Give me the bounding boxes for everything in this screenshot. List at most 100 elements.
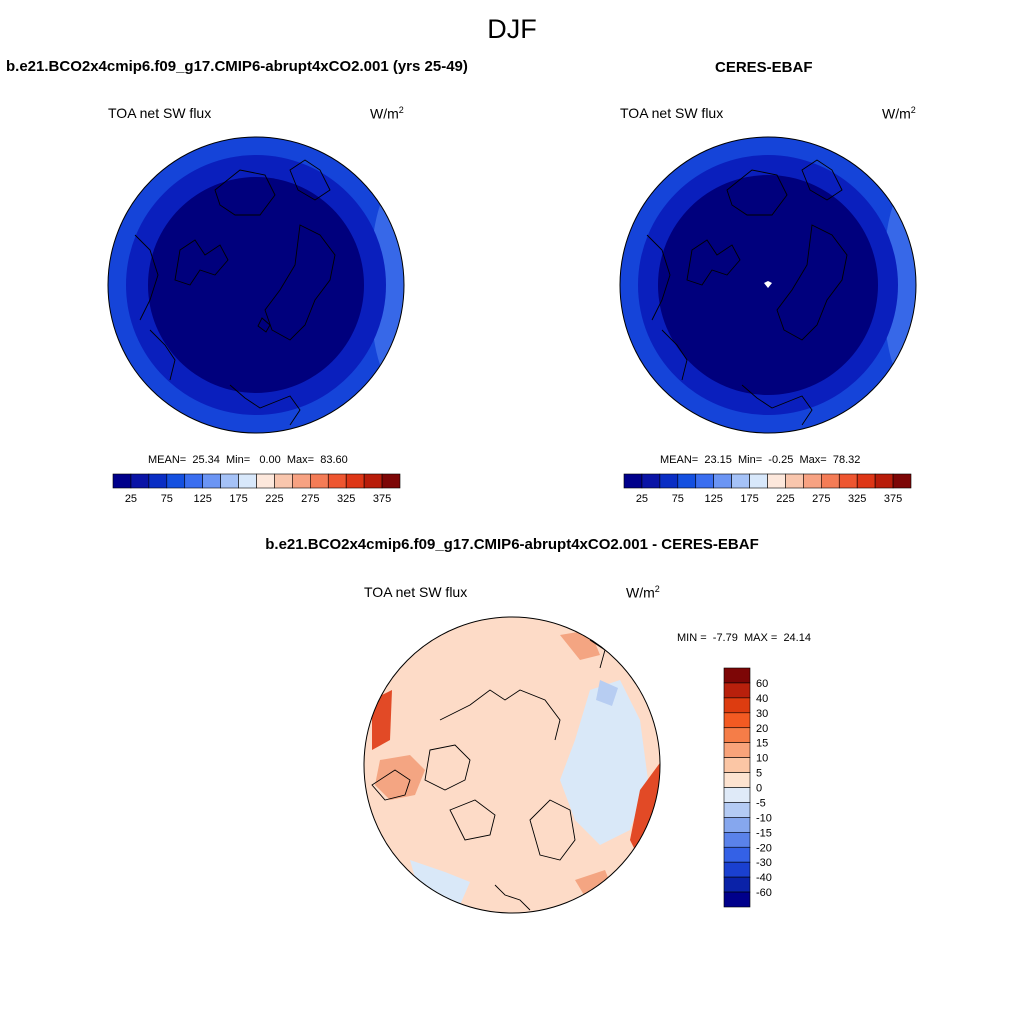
diff-colorbar-label: -60 xyxy=(756,887,772,899)
model-min-label: Min= xyxy=(226,454,251,466)
obs-colorbar-box xyxy=(838,473,858,489)
obs-min-value: -0.25 xyxy=(768,454,794,466)
model-mean-label: MEAN= xyxy=(148,454,187,466)
diff-colorbar-label: 30 xyxy=(756,708,768,720)
obs-colorbar-box xyxy=(803,473,822,489)
diff-base-field xyxy=(364,617,660,913)
obs-stats: MEAN= 23.15 Min= -0.25 Max= 78.32 xyxy=(660,454,860,466)
model-colorbar-label: 225 xyxy=(265,493,283,505)
diff-colorbar-box xyxy=(723,891,751,908)
obs-colorbar-label: 325 xyxy=(848,493,866,505)
obs-colorbar-label: 75 xyxy=(672,493,684,505)
model-colorbar-box xyxy=(112,473,132,489)
diff-colorbar-box xyxy=(723,742,751,758)
diff-colorbar-label: 15 xyxy=(756,738,768,750)
model-colorbar-box xyxy=(363,473,383,489)
model-colorbar-box xyxy=(345,473,365,489)
model-colorbar-box xyxy=(202,473,221,489)
model-stats: MEAN= 25.34 Min= 0.00 Max= 83.60 xyxy=(148,454,348,466)
obs-colorbar-box xyxy=(677,473,697,489)
diff-colorbar-box xyxy=(723,846,751,863)
model-colorbar-label: 25 xyxy=(125,493,137,505)
model-colorbar-box xyxy=(220,473,239,489)
diff-max-label: MAX = xyxy=(743,632,778,644)
model-colorbar-box xyxy=(381,473,401,489)
diff-colorbar-box xyxy=(723,772,751,788)
model-min-value: 0.00 xyxy=(259,454,281,466)
model-colorbar-label: 375 xyxy=(373,493,391,505)
obs-polar-map xyxy=(619,136,917,434)
obs-colorbar-box xyxy=(641,473,661,489)
model-max-value: 83.60 xyxy=(320,454,348,466)
model-coastlines xyxy=(134,159,336,426)
obs-colorbar: 25 75 125 175 225 275 325 375 xyxy=(623,473,912,505)
diff-negative-patch-east xyxy=(596,680,618,706)
obs-colorbar-box xyxy=(892,473,912,489)
diff-colorbar-label: -10 xyxy=(756,812,772,824)
model-colorbar-box xyxy=(292,473,311,489)
model-colorbar-box xyxy=(148,473,168,489)
model-colorbar-box xyxy=(130,473,150,489)
diff-colorbar-label: 40 xyxy=(756,693,768,705)
diff-colorbar-label: -20 xyxy=(756,842,772,854)
obs-colorbar-box xyxy=(713,473,732,489)
model-colorbar-box xyxy=(327,473,347,489)
model-colorbar-box xyxy=(274,473,293,489)
diff-stats: MIN = -7.79 MAX = 24.14 xyxy=(677,632,811,644)
model-colorbar-box xyxy=(238,473,257,489)
obs-colorbar-box xyxy=(821,473,840,489)
obs-min-label: Min= xyxy=(738,454,763,466)
diff-colorbar: 60 40 30 20 15 10 5 0 -5 -10 -15 -20 -30 -40 -60 xyxy=(723,667,772,908)
model-colorbar-label: 125 xyxy=(194,493,212,505)
obs-colorbar-label: 125 xyxy=(705,493,723,505)
diff-units-label: W/m2 xyxy=(626,584,660,601)
obs-colorbar-label: 275 xyxy=(812,493,830,505)
obs-colorbar-box xyxy=(767,473,786,489)
obs-max-label: Max= xyxy=(799,454,827,466)
diff-min-label: MIN = xyxy=(677,632,707,644)
diff-colorbar-label: 60 xyxy=(756,678,768,690)
diff-colorbar-label: 5 xyxy=(756,768,762,780)
obs-missing-pole-marker xyxy=(764,281,772,288)
diff-negative-region-east xyxy=(560,680,648,845)
obs-colorbar-box xyxy=(856,473,876,489)
diff-colorbar-box xyxy=(723,712,751,729)
model-colorbar-label: 275 xyxy=(301,493,319,505)
diff-colorbar-label: -15 xyxy=(756,827,772,839)
diff-colorbar-label: -30 xyxy=(756,857,772,869)
obs-fringe-right xyxy=(883,190,916,380)
diff-colorbar-box xyxy=(723,697,751,714)
diff-colorbar-box xyxy=(723,787,751,803)
diff-colorbar-box xyxy=(723,861,751,878)
obs-case-title: CERES-EBAF xyxy=(715,59,813,76)
diff-map-outline xyxy=(363,616,661,914)
obs-colorbar-box xyxy=(749,473,768,489)
diff-variable-label: TOA net SW flux xyxy=(364,584,468,600)
obs-colorbar-label: 175 xyxy=(740,493,758,505)
obs-max-value: 78.32 xyxy=(832,454,861,466)
obs-colorbar-box xyxy=(785,473,804,489)
season-title: DJF xyxy=(487,14,537,44)
diff-colorbar-box xyxy=(723,817,751,833)
diff-colorbar-label: 0 xyxy=(756,783,762,795)
diff-colorbar-box xyxy=(723,727,751,743)
model-colorbar-box xyxy=(256,473,275,489)
diff-min-value: -7.79 xyxy=(712,632,738,644)
diff-positive-patch-west xyxy=(375,755,425,800)
obs-colorbar-box xyxy=(731,473,750,489)
model-case-title: b.e21.BCO2x4cmip6.f09_g17.CMIP6-abrupt4x… xyxy=(6,58,468,75)
diff-colorbar-box xyxy=(723,832,751,848)
model-polar-cap xyxy=(148,177,364,393)
model-units-label: W/m2 xyxy=(370,105,404,122)
model-variable-label: TOA net SW flux xyxy=(108,105,212,121)
obs-colorbar-box xyxy=(874,473,894,489)
obs-colorbar-box xyxy=(623,473,643,489)
obs-mean-value: 23.15 xyxy=(704,454,732,466)
obs-colorbar-label: 25 xyxy=(636,493,648,505)
diff-colorbar-label: 10 xyxy=(756,753,768,765)
diff-colorbar-box xyxy=(723,667,751,684)
obs-colorbar-label: 375 xyxy=(884,493,902,505)
diff-colorbar-label: -5 xyxy=(756,797,766,809)
model-colorbar-label: 325 xyxy=(337,493,355,505)
